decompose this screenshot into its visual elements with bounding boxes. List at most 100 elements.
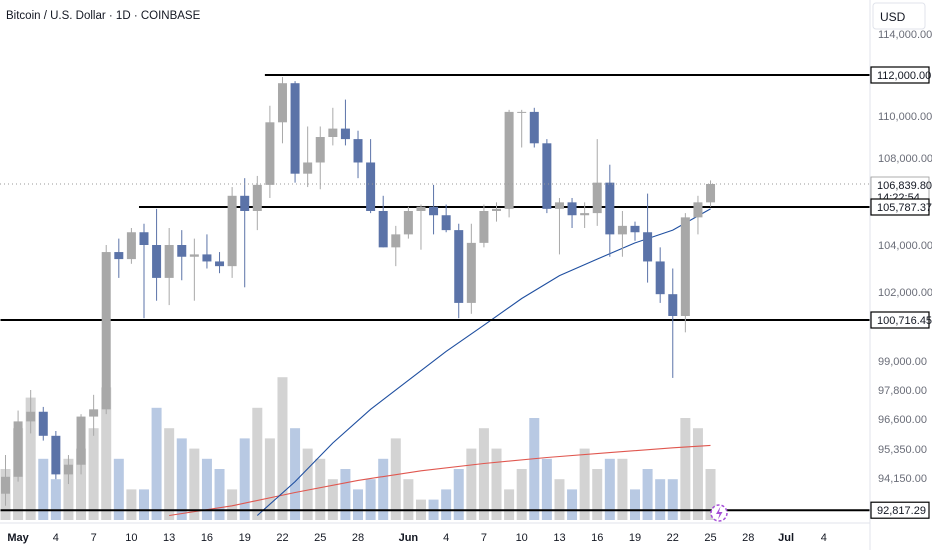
volume-bar: [529, 418, 540, 520]
volume-bar: [151, 407, 162, 520]
level-label-box: [870, 66, 930, 84]
candle-body[interactable]: [504, 111, 514, 209]
candle-body[interactable]: [668, 294, 678, 316]
candle-body[interactable]: [655, 261, 665, 295]
candle-body[interactable]: [492, 208, 502, 211]
candle-body[interactable]: [416, 206, 426, 211]
time-tick-label: 28: [352, 532, 364, 544]
candle-body[interactable]: [202, 254, 212, 262]
candle-body[interactable]: [643, 232, 653, 262]
candle-body[interactable]: [580, 213, 590, 216]
candle-body[interactable]: [605, 182, 615, 235]
price-tick-label: 95,350.00: [878, 444, 927, 456]
candle-body[interactable]: [227, 195, 237, 267]
candle-body[interactable]: [617, 225, 627, 235]
candle-body[interactable]: [265, 122, 275, 185]
time-tick-label: 13: [553, 532, 565, 544]
time-tick-label: 4: [443, 532, 449, 544]
candle-body[interactable]: [554, 202, 564, 209]
candle-body[interactable]: [328, 128, 338, 137]
price-tick-label: 96,600.00: [878, 414, 927, 426]
candle-body[interactable]: [542, 143, 552, 209]
candle-body[interactable]: [517, 111, 527, 113]
candle-body[interactable]: [706, 183, 716, 203]
level-label: 100,716.45: [877, 315, 932, 327]
candle-body[interactable]: [315, 137, 325, 163]
price-tick-label: 108,000.00: [878, 153, 932, 165]
candle-body[interactable]: [693, 202, 703, 218]
volume-bar: [441, 489, 452, 520]
price-tick-label: 99,000.00: [878, 356, 927, 368]
candle-body[interactable]: [592, 182, 602, 214]
candle-body[interactable]: [89, 409, 99, 417]
candle-body[interactable]: [441, 215, 451, 231]
level-label: 105,787.37: [877, 202, 932, 214]
volume-bar: [705, 469, 716, 520]
volume-bar: [50, 479, 61, 520]
candle-body[interactable]: [454, 230, 464, 303]
volume-bar: [466, 448, 477, 520]
candle-body[interactable]: [403, 210, 413, 235]
candle-body[interactable]: [252, 184, 262, 211]
level-label: 92,817.29: [877, 505, 926, 517]
candle-body[interactable]: [126, 232, 136, 260]
moving-average-blue-line: [256, 208, 711, 516]
volume-bar: [667, 479, 678, 520]
candle-body[interactable]: [101, 252, 111, 410]
volume-bar: [113, 458, 124, 520]
volume-bar: [353, 489, 364, 520]
time-tick-label: 16: [591, 532, 603, 544]
candle-body[interactable]: [215, 261, 225, 267]
candle-body[interactable]: [529, 111, 539, 144]
price-tick-label: 102,000.00: [878, 287, 932, 299]
price-axis[interactable]: 114,000.00 110,000.00 108,000.00 104,000.00…: [878, 29, 932, 514]
volume-bar: [378, 458, 389, 520]
time-tick-label: 10: [516, 532, 528, 544]
candle-body[interactable]: [630, 225, 640, 233]
candle-body[interactable]: [114, 252, 124, 260]
volume-bar: [327, 479, 338, 520]
candle-body[interactable]: [353, 139, 363, 163]
lightning-icon[interactable]: [710, 504, 728, 522]
volume-bar: [516, 469, 527, 520]
candle-body[interactable]: [466, 242, 476, 303]
candle-body[interactable]: [13, 421, 23, 477]
candle-body[interactable]: [429, 206, 439, 216]
candle-body[interactable]: [76, 416, 86, 465]
candle-body[interactable]: [152, 245, 162, 278]
time-axis[interactable]: May 4 7 10 13 16 19 22 25 28 Jun 4 7 10 13 16 19 22 25 28 Ju…: [7, 532, 827, 544]
volume-bar: [630, 489, 640, 520]
candle-body[interactable]: [479, 210, 489, 243]
candle-body[interactable]: [303, 162, 313, 174]
candle-body[interactable]: [277, 83, 287, 123]
time-tick-label: 4: [821, 532, 827, 544]
volume-bar: [692, 428, 703, 520]
candle-body[interactable]: [177, 245, 187, 257]
candle-body[interactable]: [378, 210, 388, 248]
candle-body[interactable]: [38, 411, 48, 436]
candle-body[interactable]: [189, 254, 199, 257]
currency-button[interactable]: [872, 2, 926, 30]
candle-body[interactable]: [391, 234, 401, 248]
volume-bar: [25, 397, 36, 520]
candle-body[interactable]: [340, 128, 350, 140]
candle-body[interactable]: [63, 464, 73, 475]
volume-bar: [138, 489, 149, 520]
candle-body[interactable]: [164, 245, 174, 278]
candle-body[interactable]: [26, 411, 36, 422]
candle-body[interactable]: [366, 162, 376, 211]
candle-body[interactable]: [1, 476, 10, 494]
level-price-labels: 112,000.00 105,787.37 100,716.45 92,817.29: [870, 66, 932, 519]
candle-body[interactable]: [51, 435, 61, 475]
candle-body[interactable]: [290, 83, 300, 174]
volume-bar: [592, 469, 603, 520]
volume-bar: [76, 448, 87, 520]
candle-body[interactable]: [240, 195, 250, 211]
candle-body[interactable]: [567, 202, 577, 216]
level-label: 112,000.00: [877, 70, 931, 82]
candle-body[interactable]: [680, 217, 690, 316]
candle-body[interactable]: [139, 232, 149, 245]
symbol-title: Bitcoin / U.S. Dollar · 1D · COINBASE: [6, 10, 201, 22]
volume-bar: [126, 489, 137, 520]
